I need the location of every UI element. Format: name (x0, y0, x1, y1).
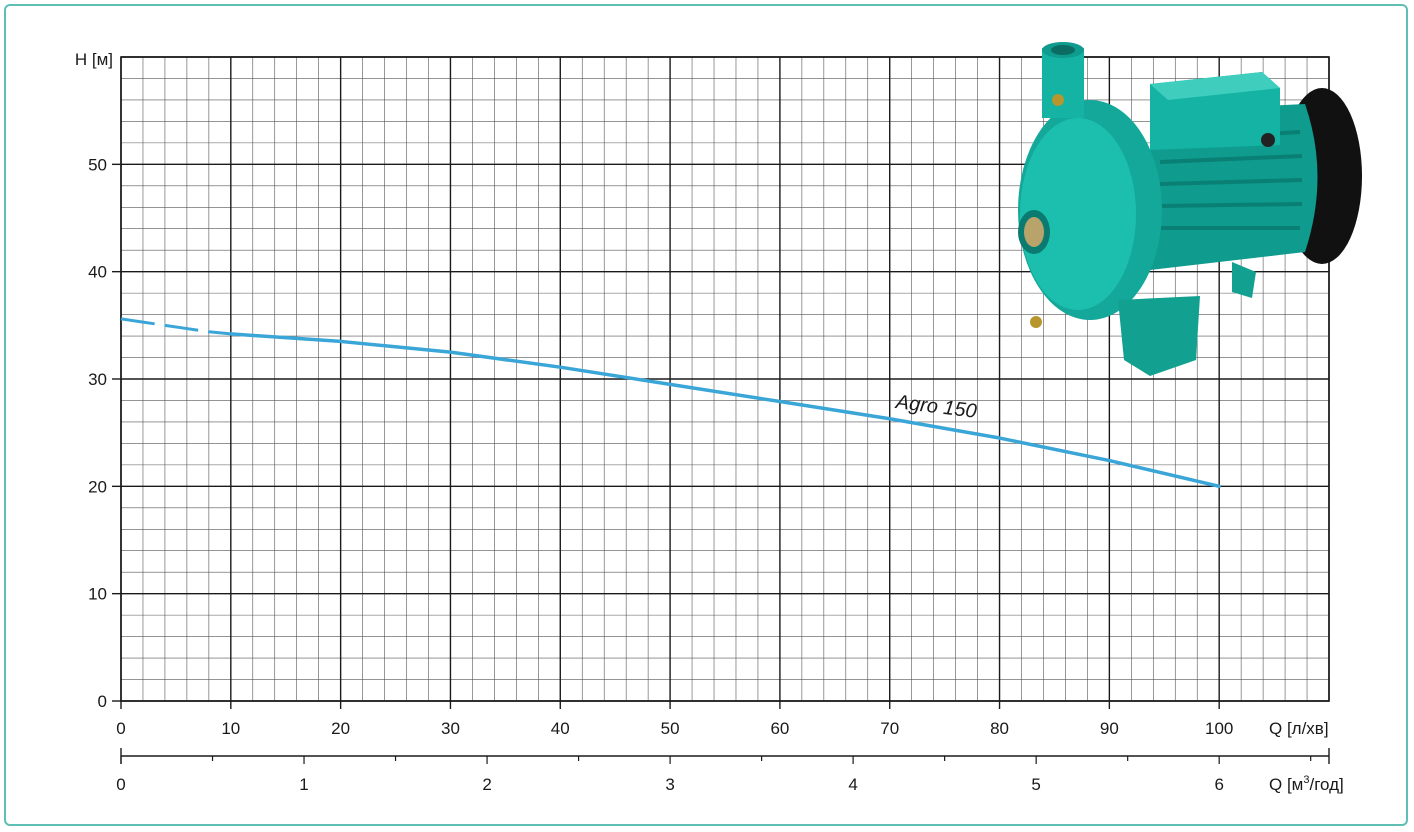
y-tick-label: 0 (98, 692, 107, 711)
x-tick-label: 90 (1100, 719, 1119, 738)
x2-tick-label: 4 (848, 775, 857, 794)
y-tick-label: 10 (88, 585, 107, 604)
series-agro-150-dashed (120, 317, 231, 336)
x2-axis-label-suffix: /год] (1309, 775, 1343, 794)
x2-axis-label-prefix: Q [м (1269, 775, 1303, 794)
x-tick-label: 30 (441, 719, 460, 738)
x2-tick-label: 3 (665, 775, 674, 794)
x-tick-label: 60 (770, 719, 789, 738)
outlet-pipe (1042, 48, 1084, 118)
x-tick-label: 40 (551, 719, 570, 738)
axes: 0 10 20 30 40 50 0 10 20 30 40 50 60 70 80 90 100 0 1 2 3 4 5 6 (88, 56, 1330, 794)
x-axis-label: Q [л/хв] (1269, 719, 1329, 738)
x-tick-label: 50 (661, 719, 680, 738)
y-tick-label: 20 (88, 477, 107, 496)
x2-axis-label-superscript: 3 (1303, 774, 1309, 786)
y-tick-label: 40 (88, 263, 107, 282)
pump-foot (1118, 296, 1200, 376)
series-label-agro-150: Agro 150 (894, 391, 978, 423)
x-tick-label: 100 (1205, 719, 1233, 738)
x2-tick-label: 6 (1214, 775, 1223, 794)
y-tick-label: 50 (88, 155, 107, 174)
x2-tick-label: 2 (482, 775, 491, 794)
x2-tick-label: 5 (1031, 775, 1040, 794)
x-tick-label: 80 (990, 719, 1009, 738)
y-tick-label: 30 (88, 370, 107, 389)
series-layer (120, 317, 1221, 489)
motor-foot (1232, 262, 1256, 298)
x2-axis-label: Q [м3/год] (1269, 774, 1344, 794)
x2-tick-label: 0 (116, 775, 125, 794)
pump-photo (1018, 42, 1362, 376)
labels-layer: Agro 150 H [м] Q [л/хв] Q [м3/год] (75, 50, 1344, 794)
x-tick-label: 70 (880, 719, 899, 738)
series-agro-150-line (229, 332, 1221, 489)
x2-tick-label: 1 (299, 775, 308, 794)
chart-frame (4, 4, 1408, 826)
cable-gland (1261, 133, 1275, 147)
x-tick-label: 20 (331, 719, 350, 738)
x-tick-label: 0 (116, 719, 125, 738)
y-axis-label: H [м] (75, 50, 113, 69)
x-tick-label: 10 (221, 719, 240, 738)
